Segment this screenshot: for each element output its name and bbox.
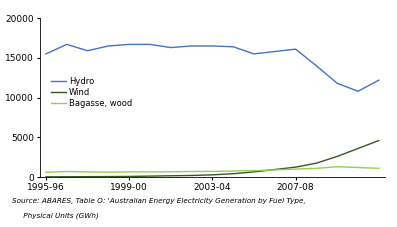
Hydro <box>376 79 381 81</box>
Hydro <box>168 46 173 49</box>
Y-axis label: GWh: GWh <box>0 86 3 109</box>
Wind <box>376 139 381 142</box>
Hydro <box>252 53 256 55</box>
Wind <box>335 155 339 158</box>
Wind <box>64 175 69 178</box>
Wind <box>231 172 235 175</box>
Wind <box>106 175 111 178</box>
Wind <box>44 175 48 178</box>
Hydro <box>127 43 131 46</box>
Bagasse, wood <box>231 170 235 172</box>
Bagasse, wood <box>376 167 381 170</box>
Hydro <box>335 82 339 85</box>
Bagasse, wood <box>293 168 298 170</box>
Wind <box>85 175 90 178</box>
Wind <box>210 173 215 176</box>
Wind <box>127 175 131 178</box>
Hydro <box>189 44 194 47</box>
Legend: Hydro, Wind, Bagasse, wood: Hydro, Wind, Bagasse, wood <box>47 73 135 111</box>
Bagasse, wood <box>168 170 173 173</box>
Line: Bagasse, wood: Bagasse, wood <box>46 167 379 172</box>
Wind <box>189 174 194 177</box>
Hydro <box>44 53 48 55</box>
Bagasse, wood <box>85 170 90 173</box>
Bagasse, wood <box>148 170 152 173</box>
Bagasse, wood <box>189 170 194 173</box>
Wind <box>148 175 152 178</box>
Wind <box>314 162 319 165</box>
Bagasse, wood <box>106 171 111 173</box>
Hydro <box>106 44 111 47</box>
Hydro <box>314 64 319 67</box>
Wind <box>356 147 360 150</box>
Line: Hydro: Hydro <box>46 44 379 91</box>
Hydro <box>148 43 152 46</box>
Wind <box>272 168 277 171</box>
Text: Physical Units (GWh): Physical Units (GWh) <box>12 212 99 219</box>
Hydro <box>356 90 360 93</box>
Bagasse, wood <box>252 169 256 172</box>
Hydro <box>272 50 277 53</box>
Bagasse, wood <box>64 170 69 173</box>
Hydro <box>64 43 69 46</box>
Wind <box>293 166 298 168</box>
Hydro <box>210 44 215 47</box>
Bagasse, wood <box>272 168 277 171</box>
Bagasse, wood <box>210 170 215 173</box>
Bagasse, wood <box>356 166 360 169</box>
Hydro <box>85 49 90 52</box>
Hydro <box>293 48 298 51</box>
Wind <box>168 174 173 177</box>
Wind <box>252 170 256 173</box>
Bagasse, wood <box>44 171 48 174</box>
Bagasse, wood <box>127 170 131 173</box>
Hydro <box>231 45 235 48</box>
Text: Source: ABARES, Table O: 'Australian Energy Electricity Generation by Fuel Type,: Source: ABARES, Table O: 'Australian Ene… <box>12 197 306 204</box>
Line: Wind: Wind <box>46 141 379 177</box>
Bagasse, wood <box>314 167 319 170</box>
Bagasse, wood <box>335 165 339 168</box>
